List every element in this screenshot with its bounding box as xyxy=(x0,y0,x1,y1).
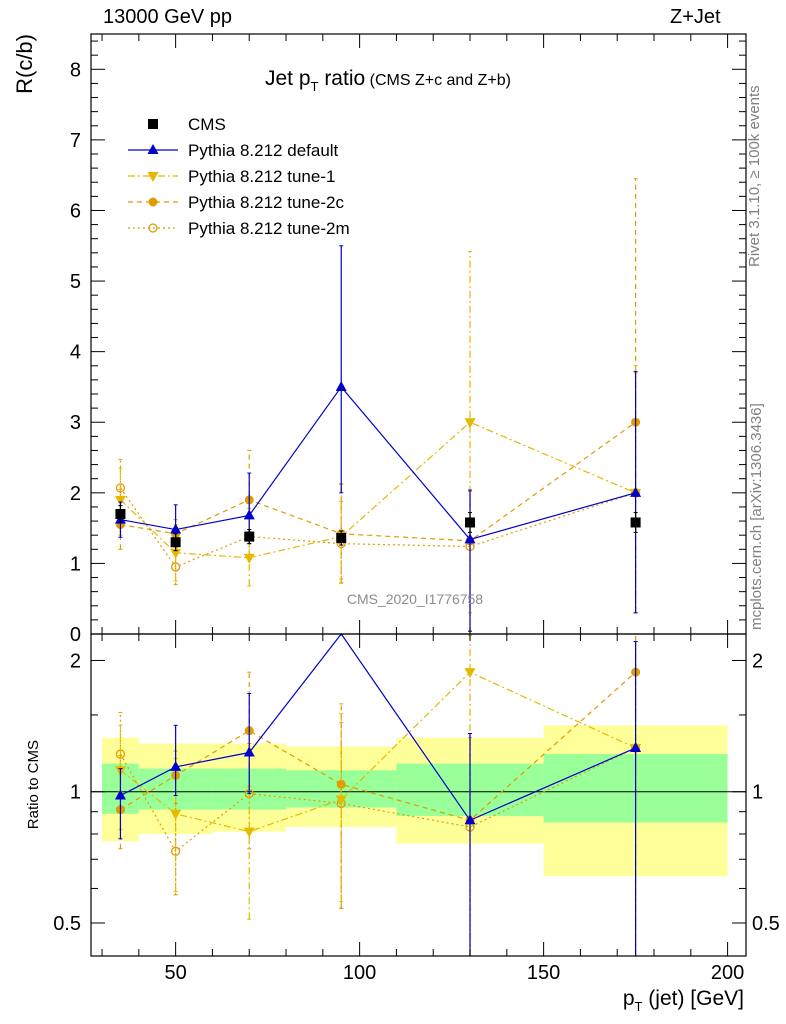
ratio-line-default xyxy=(120,632,636,822)
ratio-ylabel: Ratio to CMS xyxy=(25,740,42,829)
ratio-frame xyxy=(90,633,747,957)
ratio-ytick-label-right: 2 xyxy=(752,650,763,672)
ratio-xtick-label: 200 xyxy=(711,962,744,984)
main-ytick-label: 0 xyxy=(70,624,81,646)
ratio-point-tune1 xyxy=(170,809,182,820)
main-point-default xyxy=(243,509,255,520)
ratio-xtick-label: 50 xyxy=(165,962,187,984)
main-ytick-label: 7 xyxy=(70,130,81,152)
main-series-tune1 xyxy=(114,250,642,614)
main-point-tune1 xyxy=(114,495,126,506)
ratio-ytick-label-left: 2 xyxy=(70,650,81,672)
ratio-panel: 0.5 0.5 1 1 2 2 50 100 150 200 Ratio to CMS pT (jet… xyxy=(25,632,780,1014)
main-series-tune2c xyxy=(115,178,641,635)
main-point-tune1 xyxy=(170,548,182,559)
main-title: Jet pT ratio (CMS Z+c and Z+b) xyxy=(265,67,511,94)
main-ytick-label: 6 xyxy=(70,200,81,222)
ratio-point-default xyxy=(630,741,642,752)
legend-label-default: Pythia 8.212 default xyxy=(188,141,339,160)
main-point-default xyxy=(335,380,347,391)
header-energy-label: 13000 GeV pp xyxy=(103,6,232,28)
legend-marker-data xyxy=(148,119,158,129)
ratio-xtick-label: 100 xyxy=(343,962,376,984)
main-point-tune1 xyxy=(243,553,255,564)
legend-marker-tune2c xyxy=(148,197,158,207)
legend-label-data: CMS xyxy=(188,115,226,134)
main-series-default xyxy=(114,245,642,632)
main-point-data xyxy=(336,533,347,543)
ratio-series-default xyxy=(114,632,642,957)
main-point-default xyxy=(170,523,182,534)
main-ytick-label: 3 xyxy=(70,412,81,434)
main-ytick-label: 8 xyxy=(70,59,81,81)
ratio-point-default xyxy=(464,814,476,825)
main-ytick-label: 2 xyxy=(70,483,81,505)
main-line-tune2m xyxy=(119,487,636,568)
main-point-data xyxy=(170,537,181,548)
ratio-xtick-label: 150 xyxy=(527,962,560,984)
ratio-line-tune2m xyxy=(119,747,636,853)
main-ytick-label: 5 xyxy=(70,271,81,293)
ratio-ytick-label-right: 0.5 xyxy=(752,913,780,935)
legend-label-tune1: Pythia 8.212 tune-1 xyxy=(188,167,335,186)
ratio-point-tune1 xyxy=(243,827,255,838)
ratio-point-tune1 xyxy=(464,668,476,679)
main-line-default xyxy=(120,385,636,541)
ratio-point-tune1 xyxy=(335,795,347,806)
main-line-tune2c xyxy=(120,421,636,542)
main-point-data xyxy=(244,531,255,542)
ratio-point-default xyxy=(243,746,255,757)
main-point-data xyxy=(630,517,641,528)
main-point-default xyxy=(630,486,642,497)
main-point-data xyxy=(115,509,126,519)
header-process-label: Z+Jet xyxy=(670,6,721,28)
legend: CMS Pythia 8.212 default Pythia 8.212 tune… xyxy=(128,115,350,238)
ratio-ytick-label-left: 0.5 xyxy=(53,913,81,935)
main-panel: 0 1 2 3 4 5 6 7 8 R(c/b) Jet pT ratio (CMS Z+c and… xyxy=(12,33,747,646)
legend-label-tune2c: Pythia 8.212 tune-2c xyxy=(188,193,344,212)
ratio-line-tune2c xyxy=(120,671,637,821)
main-point-tune1 xyxy=(464,418,476,429)
ratio-line-tune1 xyxy=(120,671,636,833)
analysis-id-label: CMS_2020_I1776758 xyxy=(347,591,483,607)
legend-marker-tune1 xyxy=(147,172,159,182)
ratio-point-default xyxy=(114,789,126,800)
legend-marker-default xyxy=(147,144,159,154)
main-ytick-label: 4 xyxy=(70,342,81,364)
legend-marker-tune2m xyxy=(148,223,158,233)
main-ylabel: R(c/b) xyxy=(12,34,37,94)
main-point-data xyxy=(465,517,476,528)
ratio-xlabel: pT (jet) [GeV] xyxy=(623,987,744,1014)
ratio-point-default xyxy=(170,760,182,771)
legend-label-tune2m: Pythia 8.212 tune-2m xyxy=(188,219,350,238)
ratio-point-tune2c xyxy=(336,779,346,789)
main-point-default xyxy=(464,533,476,544)
main-line-tune1 xyxy=(120,421,636,559)
main-ytick-label: 1 xyxy=(70,553,81,575)
ratio-ytick-label-left: 1 xyxy=(70,782,81,804)
ratio-ytick-label-right: 1 xyxy=(752,782,763,804)
main-series-data xyxy=(115,505,641,552)
